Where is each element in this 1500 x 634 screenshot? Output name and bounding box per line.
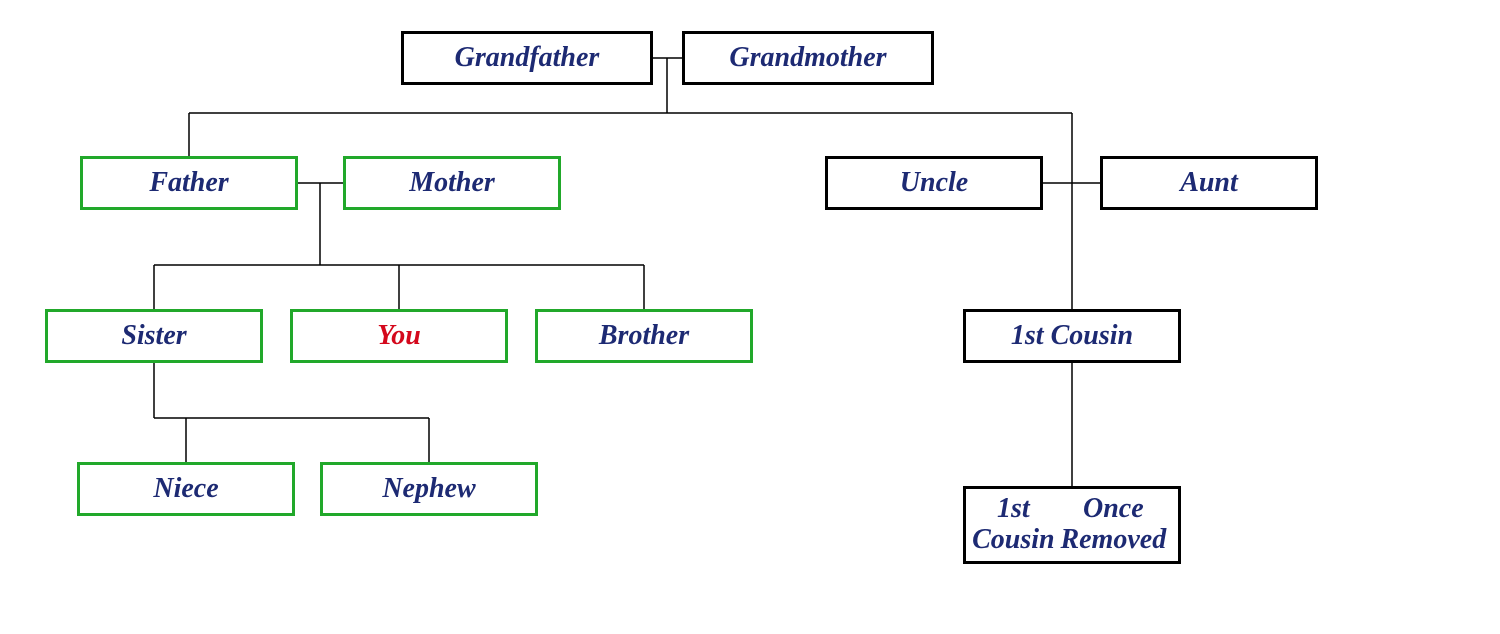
node-grandmother: Grandmother	[682, 31, 934, 85]
node-aunt: Aunt	[1100, 156, 1318, 210]
node-mother: Mother	[343, 156, 561, 210]
family-tree-diagram: Grandfather Grandmother Father Mother Uncle A…	[0, 0, 1500, 634]
node-nephew: Nephew	[320, 462, 538, 516]
node-niece: Niece	[77, 462, 295, 516]
node-cousin1r: 1st CousinOnce Removed	[963, 486, 1181, 564]
node-you: You	[290, 309, 508, 363]
node-father: Father	[80, 156, 298, 210]
node-cousin1: 1st Cousin	[963, 309, 1181, 363]
node-brother: Brother	[535, 309, 753, 363]
node-grandfather: Grandfather	[401, 31, 653, 85]
node-uncle: Uncle	[825, 156, 1043, 210]
node-sister: Sister	[45, 309, 263, 363]
